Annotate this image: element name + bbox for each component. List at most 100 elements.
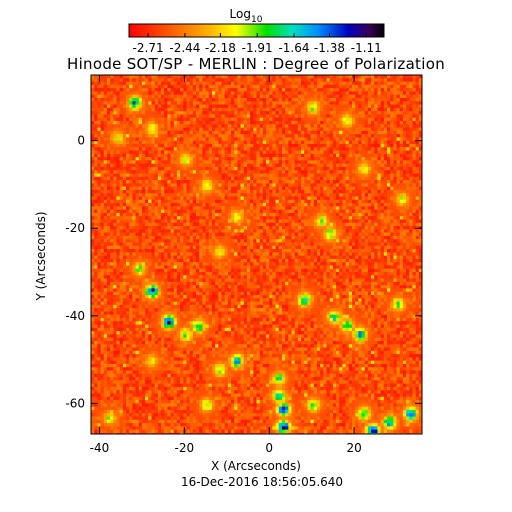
heatmap-cell	[266, 160, 270, 165]
heatmap-cell	[240, 81, 245, 86]
heatmap-cell	[307, 117, 311, 122]
heatmap-cell	[196, 75, 200, 79]
heatmap-cell	[132, 163, 136, 168]
heatmap-cell	[176, 130, 181, 135]
heatmap-cell	[141, 94, 146, 99]
heatmap-cell	[192, 203, 197, 207]
heatmap-cell	[164, 226, 168, 230]
heatmap-cell	[231, 81, 235, 86]
heatmap-cell	[345, 88, 350, 92]
heatmap-cell	[119, 150, 124, 155]
heatmap-cell	[205, 107, 210, 112]
heatmap-cell	[97, 120, 101, 125]
heatmap-cell	[221, 203, 226, 207]
heatmap-cell	[192, 180, 197, 184]
heatmap-cell	[224, 127, 229, 132]
heatmap-cell	[301, 166, 305, 171]
heatmap-cell	[192, 147, 197, 151]
heatmap-cell	[164, 124, 168, 128]
heatmap-cell	[103, 124, 108, 128]
heatmap-cell	[167, 120, 171, 125]
heatmap-cell	[371, 183, 375, 188]
heatmap-cell	[196, 199, 200, 204]
heatmap-cell	[409, 209, 413, 214]
heatmap-cell	[304, 170, 308, 174]
heatmap-cell	[110, 107, 114, 112]
heatmap-cell	[164, 117, 168, 122]
heatmap-cell	[215, 199, 219, 204]
heatmap-cell	[358, 196, 362, 201]
heatmap-cell	[358, 143, 362, 148]
heatmap-cell	[291, 150, 296, 155]
heatmap-cell	[221, 166, 226, 171]
heatmap-cell	[348, 94, 353, 99]
heatmap-cell	[113, 150, 117, 155]
heatmap-cell	[91, 81, 95, 86]
heatmap-cell	[383, 78, 388, 82]
heatmap-cell	[332, 150, 337, 155]
heatmap-cell	[345, 203, 350, 207]
heatmap-cell	[192, 127, 197, 132]
heatmap-cell	[113, 84, 117, 89]
heatmap-cell	[224, 117, 229, 122]
heatmap-cell	[355, 143, 359, 148]
heatmap-cell	[110, 157, 114, 161]
heatmap-cell	[180, 147, 184, 151]
heatmap-cell	[291, 81, 296, 86]
heatmap-cell	[157, 94, 162, 99]
heatmap-cell	[262, 209, 267, 214]
heatmap-cell	[199, 130, 203, 135]
heatmap-cell	[199, 180, 203, 184]
heatmap-cell	[151, 134, 156, 138]
heatmap-cell	[281, 147, 286, 151]
heatmap-cell	[320, 193, 324, 197]
heatmap-cell	[412, 216, 417, 220]
heatmap-cell	[304, 186, 308, 191]
heatmap-cell	[345, 206, 350, 211]
heatmap-cell	[332, 137, 337, 142]
heatmap-cell	[310, 94, 315, 99]
heatmap-cell	[231, 114, 235, 119]
heatmap-cell	[418, 166, 422, 171]
heatmap-cell	[285, 134, 289, 138]
heatmap-cell	[167, 111, 171, 115]
heatmap-cell	[348, 75, 353, 79]
heatmap-cell	[189, 180, 194, 184]
heatmap-cell	[367, 209, 372, 214]
heatmap-cell	[364, 101, 369, 105]
heatmap-cell	[240, 143, 245, 148]
heatmap-cell	[103, 84, 108, 89]
heatmap-cell	[145, 81, 149, 86]
heatmap-cell	[278, 120, 283, 125]
heatmap-cell	[393, 143, 397, 148]
heatmap-cell	[329, 160, 334, 165]
heatmap-cell	[224, 222, 229, 227]
heatmap-cell	[383, 120, 388, 125]
heatmap-cell	[361, 176, 366, 181]
heatmap-cell	[332, 209, 337, 214]
heatmap-cell	[246, 166, 251, 171]
heatmap-cell	[192, 173, 197, 178]
heatmap-cell	[316, 193, 321, 197]
heatmap-cell	[367, 166, 372, 171]
heatmap-cell	[173, 97, 178, 102]
heatmap-cell	[221, 140, 226, 145]
heatmap-cell	[399, 183, 404, 188]
heatmap-cell	[364, 193, 369, 197]
heatmap-cell	[237, 193, 241, 197]
heatmap-cell	[262, 226, 267, 230]
heatmap-cell	[132, 183, 136, 188]
heatmap-cell	[294, 81, 299, 86]
heatmap-cell	[253, 78, 257, 82]
heatmap-cell	[294, 117, 299, 122]
heatmap-cell	[221, 134, 226, 138]
heatmap-cell	[339, 84, 343, 89]
heatmap-cell	[301, 176, 305, 181]
heatmap-cell	[310, 111, 315, 115]
heatmap-cell	[135, 226, 140, 230]
heatmap-cell	[103, 107, 108, 112]
heatmap-cell	[380, 176, 385, 181]
heatmap-cell	[323, 140, 327, 145]
heatmap-cell	[116, 75, 121, 79]
heatmap-cell	[234, 186, 238, 191]
